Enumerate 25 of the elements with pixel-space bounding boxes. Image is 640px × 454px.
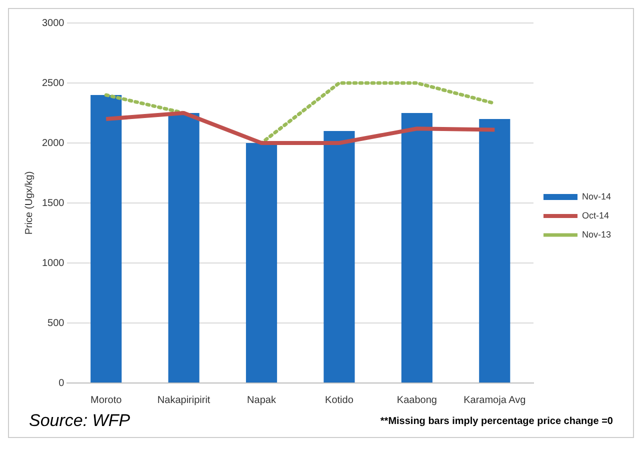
x-tick-label: Kotido	[325, 394, 354, 406]
bar	[479, 119, 510, 382]
y-tick-label: 1000	[42, 258, 65, 269]
y-axis-title: Price (Ugx/kg)	[24, 171, 35, 235]
source-note: Source: WFP	[29, 411, 130, 431]
x-tick-label: Moroto	[90, 394, 122, 406]
x-tick-label: Kaabong	[396, 394, 437, 406]
x-tick-label: Nakapiripirit	[157, 394, 210, 406]
legend-label: Nov-14	[582, 191, 612, 202]
text: **Missing bars imply percentage price change =0	[380, 416, 613, 426]
x-tick-label: Napak	[247, 394, 277, 406]
y-tick-label: 2500	[42, 78, 65, 89]
bar	[401, 113, 432, 382]
y-tick-label: 2000	[42, 138, 65, 149]
y-tick-label: 3000	[42, 18, 65, 29]
bar	[90, 95, 122, 382]
bar	[324, 131, 355, 382]
bar	[168, 113, 200, 382]
y-tick-label: 0	[58, 378, 65, 389]
bar	[246, 143, 278, 382]
y-tick-label: 500	[48, 318, 65, 329]
legend-label: Oct-14	[582, 210, 610, 220]
x-tick-label: Karamoja Avg	[464, 394, 526, 406]
y-tick-label: 1500	[42, 198, 65, 209]
legend-label: Nov-13	[582, 229, 612, 240]
